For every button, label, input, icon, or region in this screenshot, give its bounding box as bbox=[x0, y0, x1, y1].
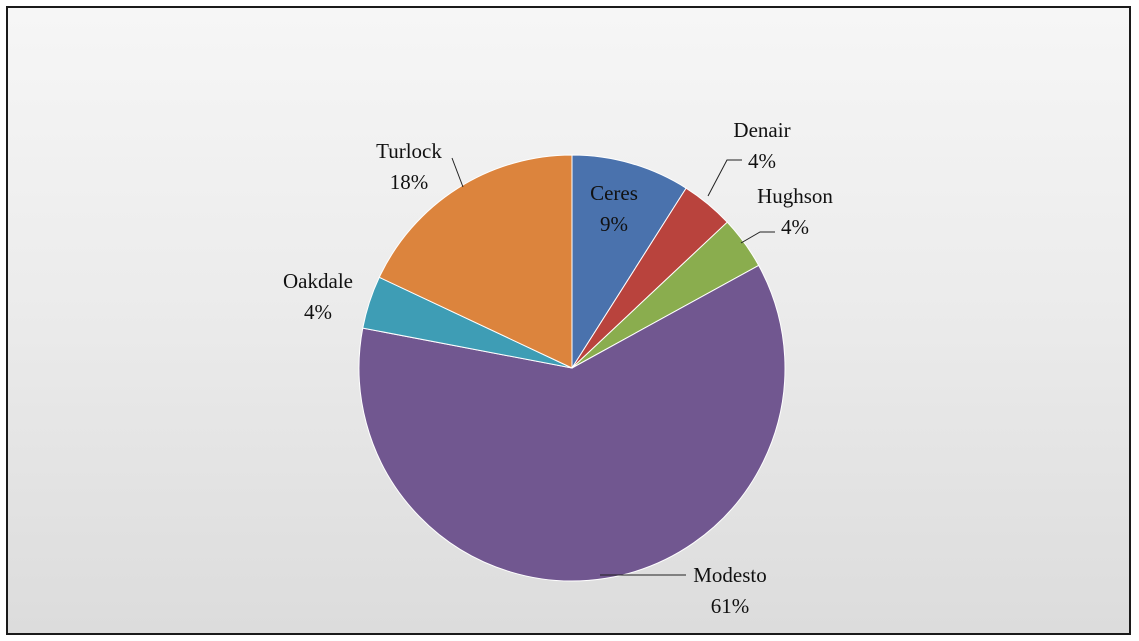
category-label-denair: Denair bbox=[733, 118, 790, 142]
leader-line-denair bbox=[707, 159, 742, 197]
slice-labels: Ceres 9% Denair 4% Hughson 4% Modesto 61% Oakdal… bbox=[283, 118, 833, 618]
value-label-modesto: 61% bbox=[711, 594, 750, 618]
value-label-oakdale: 4% bbox=[304, 300, 332, 324]
pie-slice-modesto bbox=[358, 264, 786, 582]
value-label-ceres: 9% bbox=[600, 212, 628, 236]
category-label-turlock: Turlock bbox=[376, 139, 442, 163]
category-label-hughson: Hughson bbox=[757, 184, 833, 208]
category-label-oakdale: Oakdale bbox=[283, 269, 353, 293]
pie-slice-ceres bbox=[571, 154, 687, 370]
category-label-modesto: Modesto bbox=[693, 563, 767, 587]
leader-lines bbox=[451, 157, 775, 576]
value-label-turlock: 18% bbox=[390, 170, 429, 194]
pie-slices bbox=[358, 154, 786, 582]
value-label-hughson: 4% bbox=[781, 215, 809, 239]
pie-slice-turlock bbox=[378, 154, 573, 369]
value-label-denair: 4% bbox=[748, 149, 776, 173]
category-label-ceres: Ceres bbox=[590, 181, 638, 205]
leader-line-turlock bbox=[451, 157, 464, 188]
leader-line-hughson bbox=[740, 231, 775, 244]
